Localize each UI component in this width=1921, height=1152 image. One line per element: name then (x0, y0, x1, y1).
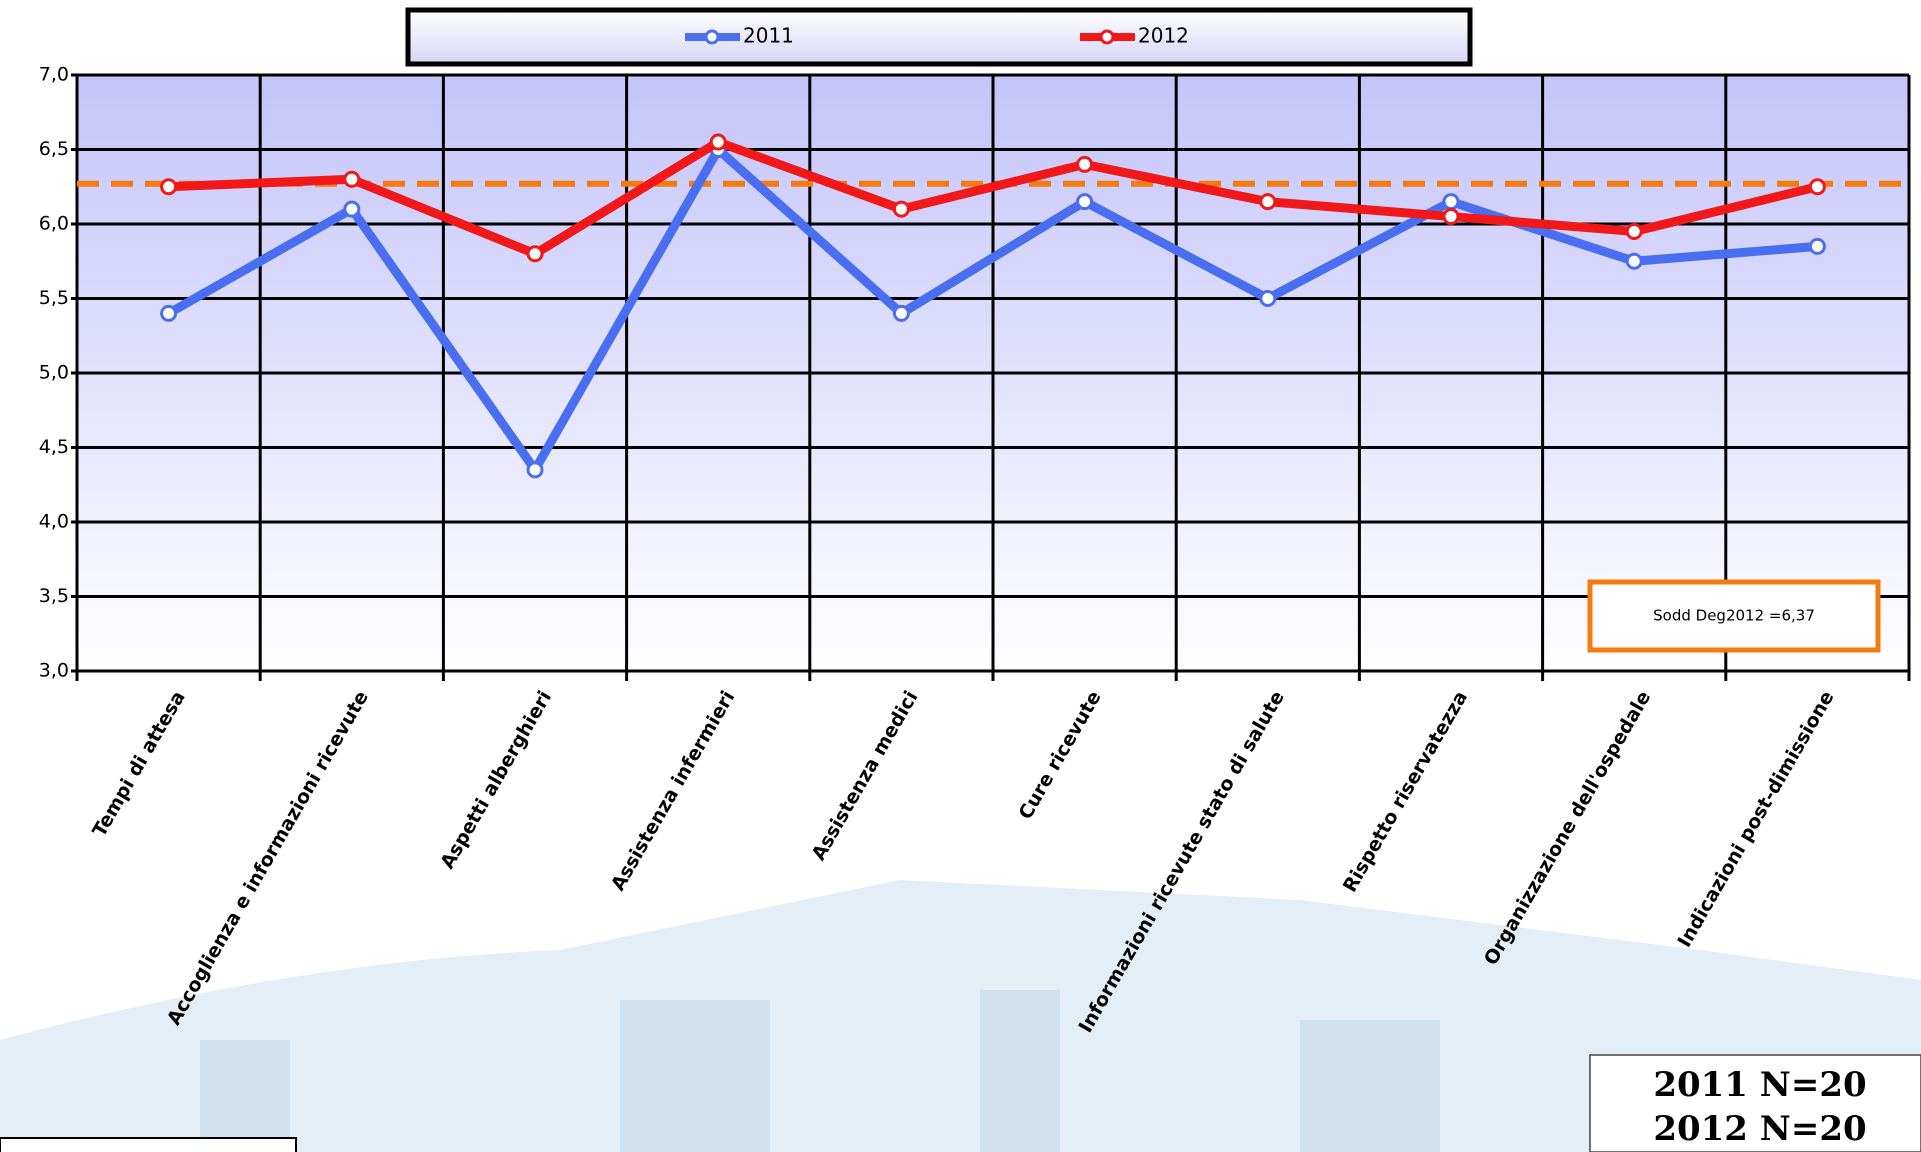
data-point (343, 200, 361, 218)
data-point (1625, 222, 1643, 240)
data-point (892, 304, 910, 322)
data-point (892, 200, 910, 218)
data-point (1076, 193, 1094, 211)
legend-label: 2011 (743, 24, 794, 48)
series-line (168, 137, 1819, 259)
data-point (1076, 155, 1094, 173)
legend-marker (1099, 29, 1115, 45)
x-tick-label: Assistenza medici (808, 687, 923, 864)
background-building (0, 880, 1921, 1152)
notes-box (1589, 1054, 1921, 1152)
x-tick-label: Tempi di attesa (88, 687, 189, 841)
y-tick-label: 5,0 (39, 362, 69, 384)
series-line (166, 145, 1818, 475)
y-tick-label: 3,0 (39, 660, 69, 682)
note: 2011 N=20 (1653, 1065, 1866, 1105)
x-tick-label: Organizzazione dell'ospedale (1480, 687, 1655, 969)
data-point (1442, 208, 1460, 226)
data-point (1625, 252, 1643, 270)
y-tick-label: 4,0 (39, 511, 69, 533)
data-point (1442, 193, 1460, 211)
y-tick-label: 5,5 (39, 287, 69, 309)
data-point (1808, 237, 1826, 255)
legend-label: 2012 (1138, 24, 1189, 48)
data-point (160, 178, 178, 196)
y-tick-label: 6,0 (39, 213, 69, 235)
data-point (526, 245, 544, 263)
data-point (526, 461, 544, 479)
data-point (160, 304, 178, 322)
x-tick-label: Cure ricevute (1015, 687, 1106, 823)
corner-box (0, 1137, 297, 1152)
data-point (1259, 290, 1277, 307)
y-tick-label: 3,5 (39, 585, 69, 607)
x-tick-label: Rispetto riservatezza (1339, 687, 1472, 896)
legend-marker (704, 29, 720, 45)
x-tick-label: Aspetti alberghieri (436, 687, 556, 872)
data-point (709, 133, 727, 151)
y-tick-label: 7,0 (39, 64, 69, 86)
note: 2012 N=20 (1653, 1109, 1866, 1149)
y-tick-label: 6,5 (39, 138, 69, 160)
annotation: Sodd Deg2012 =6,37 (1653, 607, 1815, 625)
annotation-box (1587, 579, 1881, 653)
x-tick-label: Indicazioni post-dimissione (1673, 687, 1838, 951)
legend-box (405, 7, 1473, 67)
data-point (1808, 178, 1826, 196)
x-tick-label: Assistenza infermieri (607, 687, 739, 894)
data-point (343, 170, 361, 188)
data-point (1259, 193, 1277, 211)
y-tick-label: 4,5 (39, 436, 69, 458)
